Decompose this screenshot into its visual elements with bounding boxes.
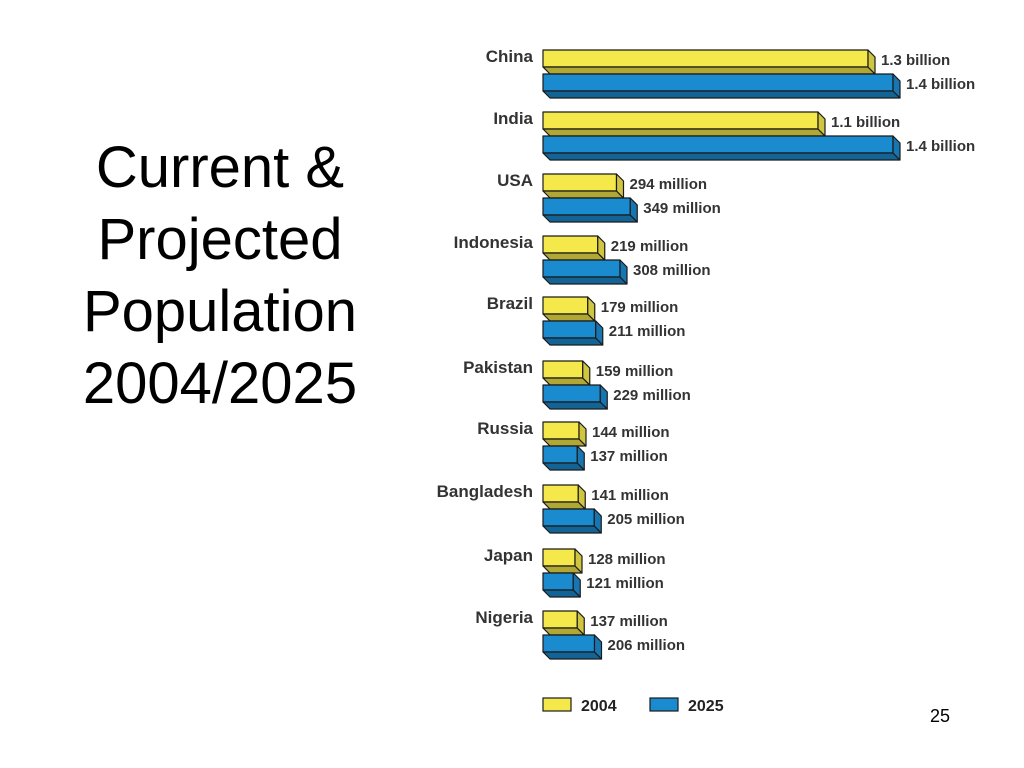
value-label: 205 million: [607, 511, 685, 528]
slide-title-line: Current &: [95, 135, 345, 200]
bar-2025: [542, 73, 901, 99]
value-label: 308 million: [633, 262, 711, 279]
bar-2025: [542, 634, 603, 660]
value-label: 137 million: [590, 448, 668, 465]
value-label: 121 million: [586, 575, 664, 592]
category-label: Japan: [484, 546, 533, 565]
bar-2004: [542, 610, 585, 636]
category-label: Nigeria: [475, 608, 533, 627]
bar-2004: [542, 111, 826, 137]
value-label: 219 million: [611, 238, 689, 255]
category-label: Russia: [477, 419, 533, 438]
value-label: 144 million: [592, 424, 670, 441]
value-label: 1.4 billion: [906, 76, 975, 93]
value-label: 229 million: [613, 387, 691, 404]
legend-swatch-2025: [649, 697, 679, 712]
bar-2025: [542, 572, 581, 598]
legend-label: 2004: [581, 698, 617, 715]
value-label: 294 million: [630, 176, 708, 193]
slide-title-line: Population: [82, 279, 358, 344]
bar-2004: [542, 173, 625, 199]
value-label: 128 million: [588, 551, 666, 568]
bar-2025: [542, 508, 602, 534]
bar-2004: [542, 235, 606, 261]
value-label: 1.3 billion: [881, 52, 950, 69]
value-label: 1.1 billion: [831, 114, 900, 131]
category-label: Brazil: [487, 294, 533, 313]
value-label: 179 million: [601, 299, 679, 316]
bar-2025: [542, 259, 628, 285]
bar-2025: [542, 320, 604, 346]
page-number: 25: [930, 706, 951, 726]
bar-2004: [542, 484, 586, 510]
bar-2025: [542, 384, 608, 410]
category-label: Indonesia: [454, 233, 534, 252]
slide-title-line: 2004/2025: [82, 351, 358, 416]
category-label: India: [493, 109, 533, 128]
bar-2025: [542, 445, 585, 471]
legend-label: 2025: [688, 698, 724, 715]
value-label: 159 million: [596, 363, 674, 380]
category-label: Pakistan: [463, 358, 533, 377]
bar-2025: [542, 135, 901, 161]
value-label: 1.4 billion: [906, 138, 975, 155]
slide-title: Current & Projected Population 2004/2025: [40, 132, 400, 420]
slide-title-line: Projected: [97, 207, 343, 272]
value-label: 211 million: [609, 323, 686, 340]
category-label: Bangladesh: [437, 482, 533, 501]
value-label: 349 million: [643, 200, 721, 217]
legend-swatch-2004: [542, 697, 572, 712]
value-label: 206 million: [608, 637, 686, 654]
bar-2004: [542, 296, 596, 322]
bar-2004: [542, 49, 876, 75]
value-label: 141 million: [591, 487, 669, 504]
bar-2004: [542, 360, 591, 386]
bar-2004: [542, 421, 587, 447]
bar-2004: [542, 548, 583, 574]
bar-2025: [542, 197, 638, 223]
value-label: 137 million: [590, 613, 668, 630]
category-label: USA: [497, 171, 533, 190]
category-label: China: [486, 47, 534, 66]
